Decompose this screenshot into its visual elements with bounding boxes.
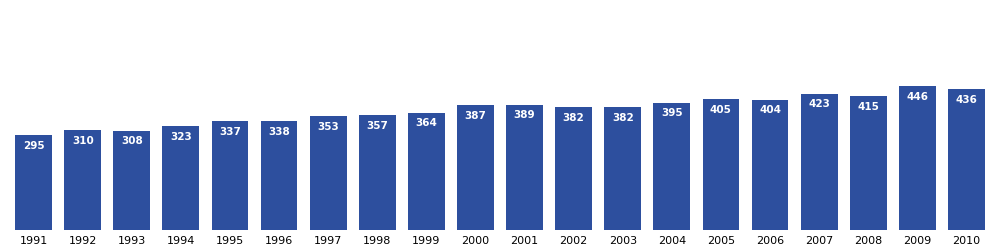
Text: 382: 382 (612, 112, 634, 122)
Text: 387: 387 (465, 111, 486, 121)
Text: 310: 310 (72, 136, 94, 146)
Bar (162, 126, 199, 230)
Bar (653, 103, 690, 230)
Text: 364: 364 (415, 118, 437, 128)
Text: 337: 337 (219, 127, 241, 137)
Text: 404: 404 (759, 106, 781, 116)
Bar (801, 94, 838, 230)
Text: 446: 446 (906, 92, 928, 102)
Bar (212, 122, 248, 230)
Text: 436: 436 (955, 95, 977, 105)
Text: 405: 405 (710, 105, 732, 115)
Text: 389: 389 (514, 110, 535, 120)
Bar (850, 96, 887, 230)
Text: 423: 423 (808, 99, 830, 109)
Bar (359, 115, 396, 230)
Bar (64, 130, 101, 230)
Text: 395: 395 (661, 108, 683, 118)
Bar (261, 121, 297, 230)
Text: 353: 353 (317, 122, 339, 132)
Text: 382: 382 (563, 112, 585, 122)
Text: 415: 415 (857, 102, 879, 112)
Bar (457, 105, 494, 230)
Bar (752, 100, 788, 230)
Bar (506, 104, 543, 230)
Bar (310, 116, 347, 230)
Text: 323: 323 (170, 132, 192, 141)
Text: 295: 295 (23, 141, 44, 151)
Bar (555, 107, 592, 230)
Text: 338: 338 (268, 127, 290, 137)
Bar (948, 90, 985, 230)
Bar (604, 107, 641, 230)
Bar (408, 113, 445, 230)
Bar (899, 86, 936, 230)
Bar (113, 131, 150, 230)
Bar (703, 100, 739, 230)
Bar (15, 135, 52, 230)
Text: 357: 357 (366, 120, 388, 130)
Text: 308: 308 (121, 136, 143, 146)
